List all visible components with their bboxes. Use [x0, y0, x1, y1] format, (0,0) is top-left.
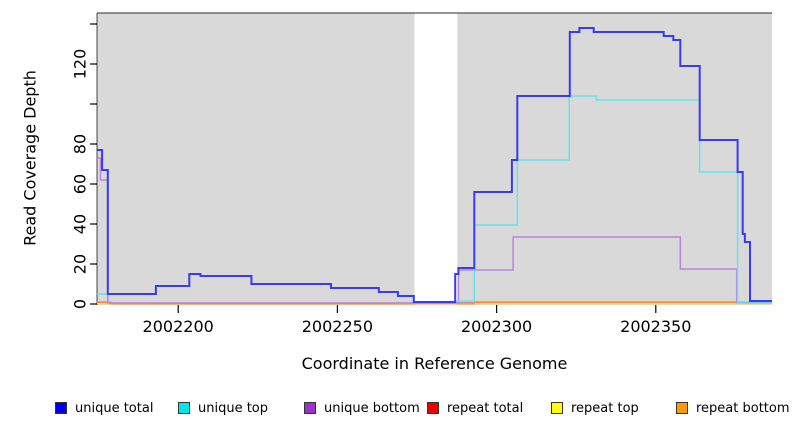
- x-tick-label: 2002350: [620, 317, 691, 336]
- shaded-region: [97, 13, 415, 305]
- shaded-region: [457, 13, 772, 305]
- y-tick-label: 0: [71, 299, 90, 309]
- series-line-unique-bottom: [97, 157, 772, 304]
- legend-swatch-icon: [427, 402, 439, 414]
- legend-label: unique bottom: [324, 400, 420, 416]
- legend-swatch-icon: [551, 402, 563, 414]
- legend-swatch-icon: [178, 402, 190, 414]
- y-tick-label: 40: [71, 214, 90, 234]
- legend-swatch-icon: [304, 402, 316, 414]
- legend-label: unique top: [198, 400, 269, 416]
- legend-swatch-icon: [676, 402, 688, 414]
- legend-item-unique-total: unique total: [55, 399, 153, 417]
- legend-label: unique total: [75, 400, 154, 416]
- y-tick-label: 80: [71, 134, 90, 154]
- legend-item-repeat-top: repeat top: [551, 399, 639, 417]
- y-tick-label: 20: [71, 254, 90, 274]
- legend-item-unique-bottom: unique bottom: [304, 399, 420, 417]
- legend-label: repeat top: [571, 400, 639, 416]
- y-axis-title: Read Coverage Depth: [20, 70, 40, 246]
- legend-item-repeat-bottom: repeat bottom: [676, 399, 790, 417]
- legend-item-repeat-total: repeat total: [427, 399, 523, 417]
- y-tick-label: 60: [71, 174, 90, 194]
- legend-swatch-icon: [55, 402, 67, 414]
- x-tick-label: 2002200: [143, 317, 214, 336]
- legend-label: repeat total: [447, 400, 524, 416]
- x-tick-label: 2002300: [461, 317, 532, 336]
- x-axis-title: Coordinate in Reference Genome: [301, 354, 568, 373]
- series-line-unique-total: [97, 27, 772, 303]
- legend-label: repeat bottom: [696, 400, 790, 416]
- x-tick-label: 2002250: [302, 317, 373, 336]
- y-tick-label: 120: [71, 49, 90, 80]
- legend: unique total unique top unique bottom re…: [0, 399, 792, 421]
- coverage-plot: 0 20 40 60 80 120 2002200 2002250 2002300 2002350: [71, 12, 772, 336]
- legend-item-unique-top: unique top: [178, 399, 268, 417]
